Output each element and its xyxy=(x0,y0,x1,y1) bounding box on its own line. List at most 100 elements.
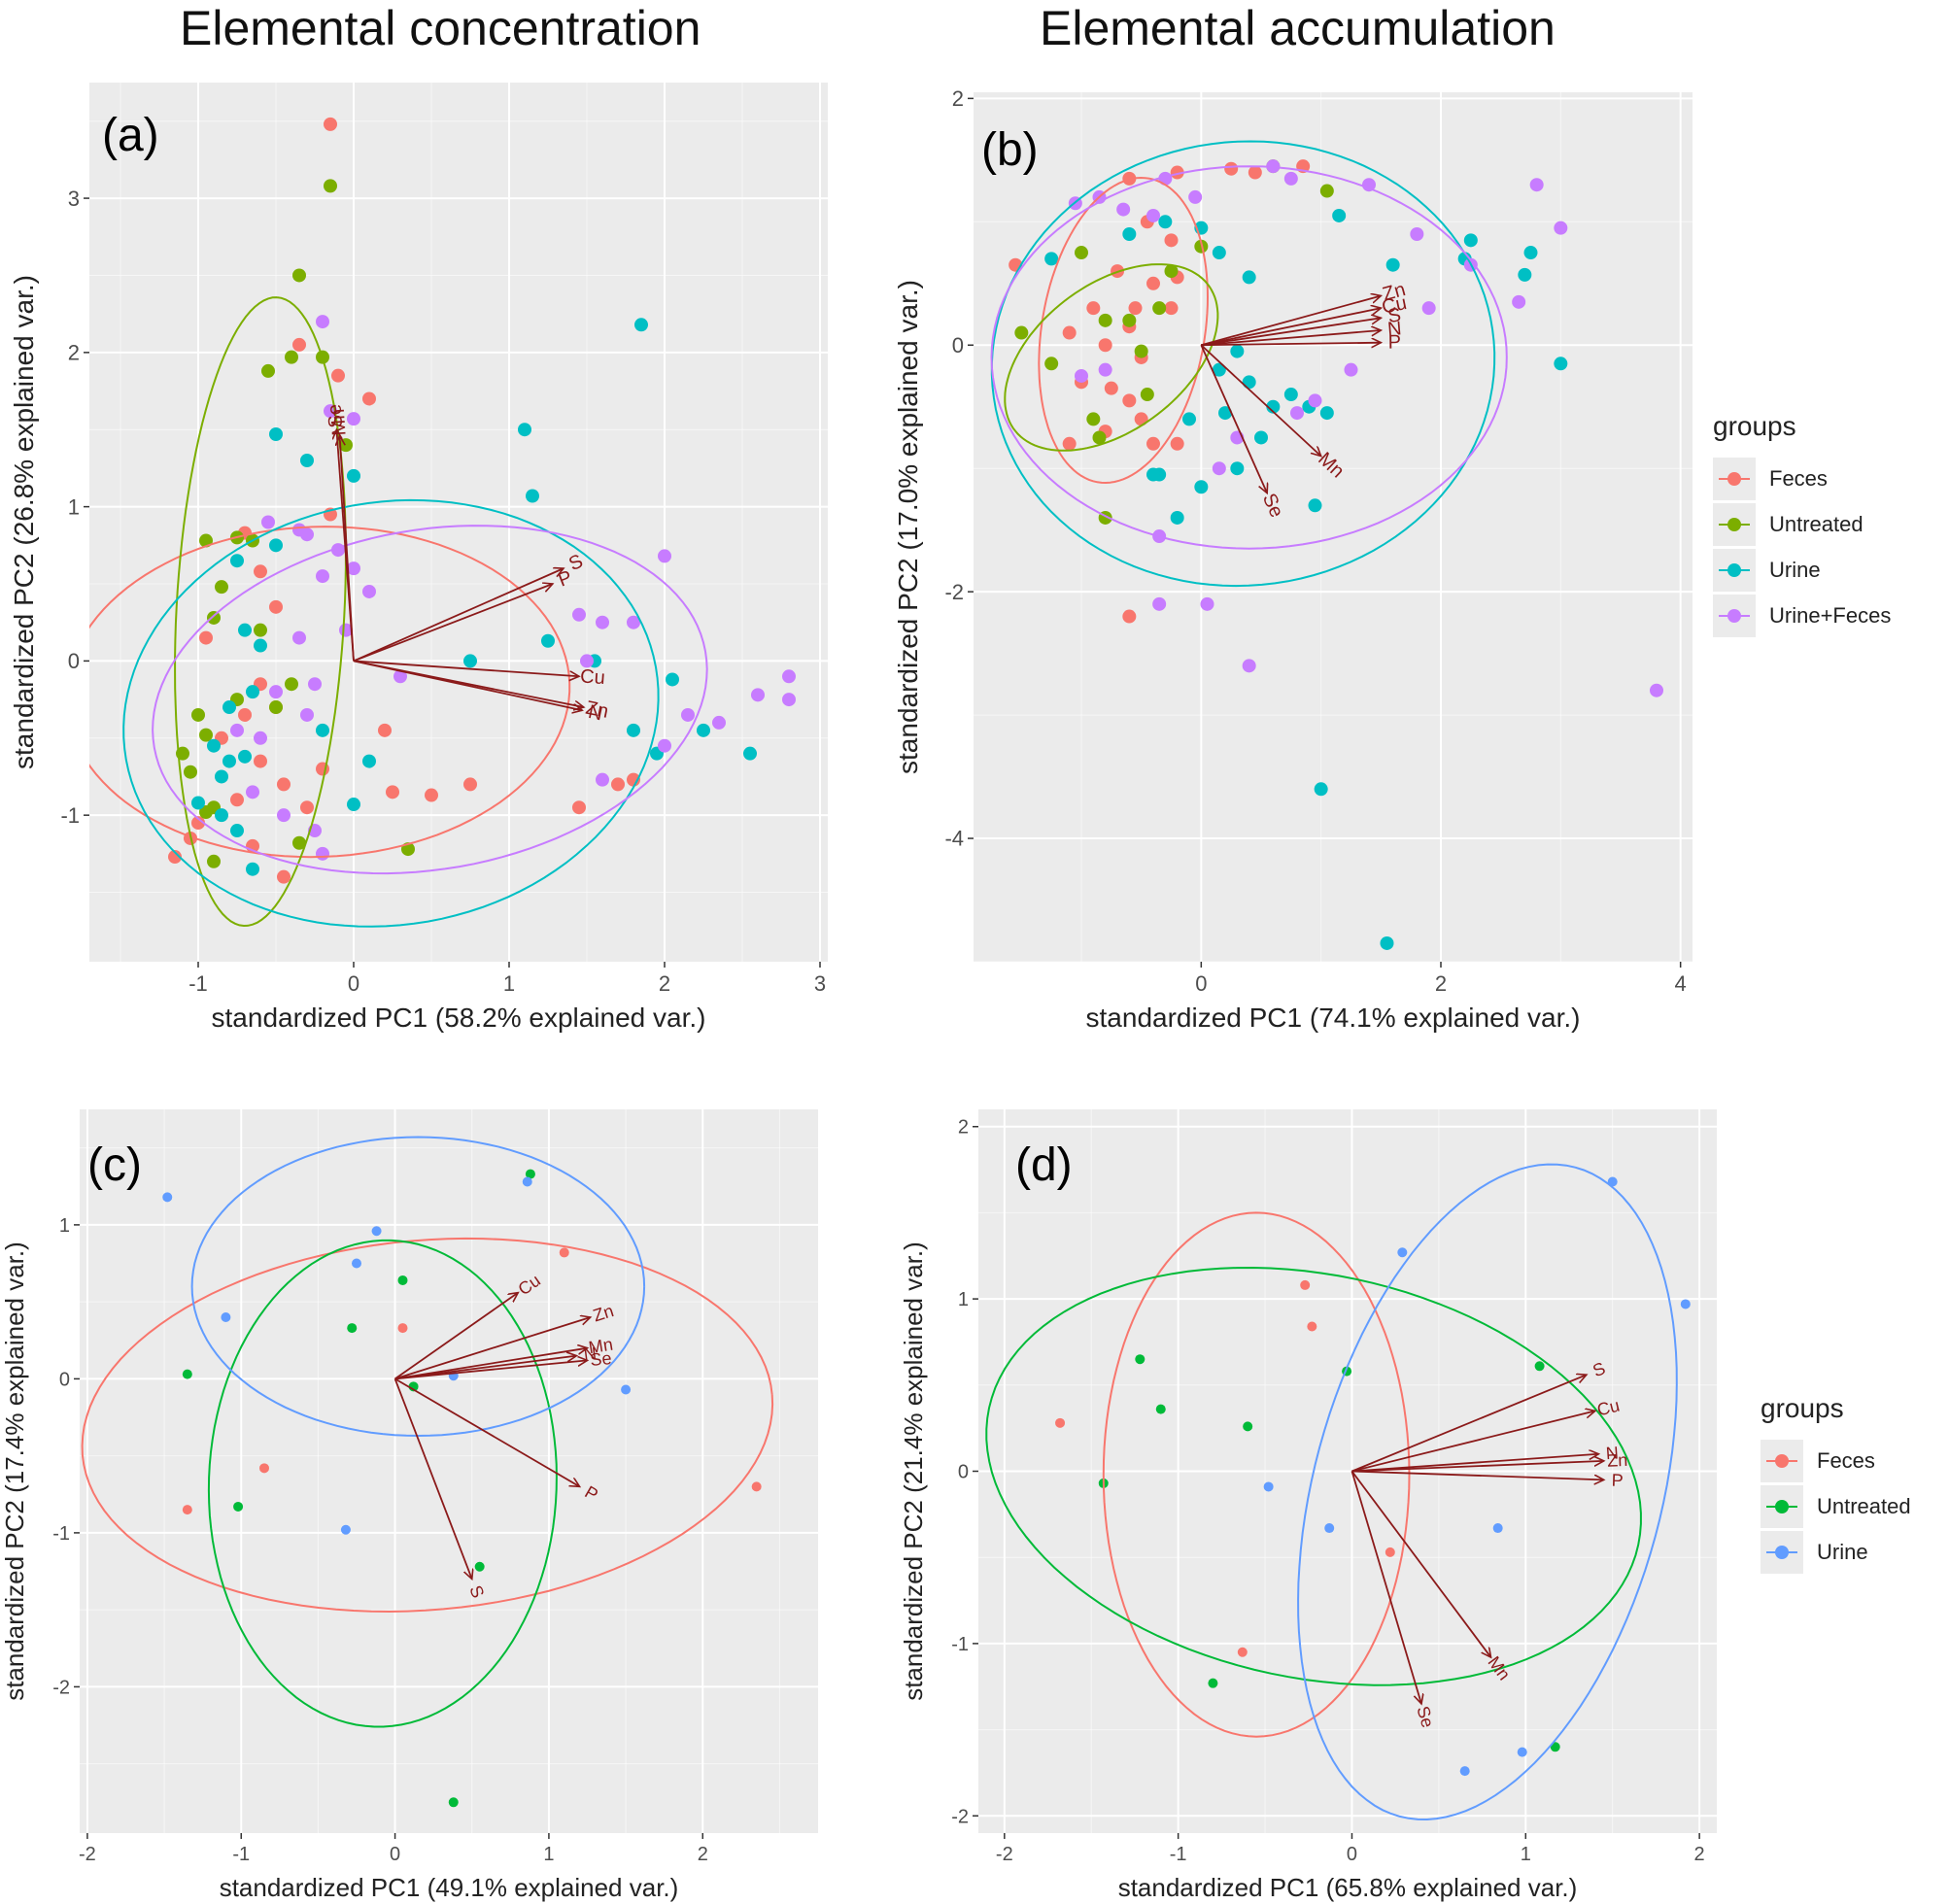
data-point xyxy=(1218,406,1232,421)
data-point xyxy=(1554,221,1568,235)
data-point xyxy=(1098,362,1112,377)
data-point xyxy=(1200,596,1214,611)
data-point xyxy=(238,707,252,722)
data-point xyxy=(1283,388,1298,402)
legend-dot xyxy=(1775,1545,1789,1559)
data-point xyxy=(1283,171,1298,186)
legend-dot xyxy=(1727,471,1741,486)
data-point xyxy=(1314,782,1328,797)
y-axis-label: standardized PC2 (26.8% explained var.) xyxy=(9,275,39,769)
data-point xyxy=(627,615,640,629)
data-point xyxy=(1170,165,1184,180)
data-point xyxy=(1104,381,1118,395)
data-point xyxy=(1385,1547,1395,1557)
x-tick-label: -2 xyxy=(79,1844,96,1865)
ellipse-feces xyxy=(89,526,571,859)
y-tick-label: 1 xyxy=(68,494,80,519)
data-point xyxy=(230,793,244,807)
data-point xyxy=(1266,399,1281,414)
y-tick-label: 3 xyxy=(68,187,80,211)
loading-arrow xyxy=(1351,1454,1598,1473)
legend-dot xyxy=(1727,608,1741,623)
data-point xyxy=(316,569,329,584)
data-point xyxy=(463,777,477,792)
legend-dot xyxy=(1727,517,1741,531)
data-point xyxy=(1128,301,1143,316)
x-tick-label: 2 xyxy=(1694,1844,1705,1865)
data-point xyxy=(596,772,609,787)
data-point xyxy=(1308,393,1322,408)
data-point xyxy=(331,368,345,383)
y-tick-label: -1 xyxy=(60,803,80,828)
data-point xyxy=(1075,368,1088,383)
data-point xyxy=(559,1247,569,1258)
data-point xyxy=(1146,467,1160,482)
loading-arrow xyxy=(1351,1470,1603,1480)
y-tick-label: 0 xyxy=(952,333,964,357)
loading-arrow xyxy=(393,1378,472,1579)
data-point xyxy=(184,765,197,779)
data-point xyxy=(1116,202,1131,217)
data-point xyxy=(697,723,710,737)
loading-arrow xyxy=(1201,343,1381,346)
data-point xyxy=(254,754,267,768)
data-point xyxy=(1263,1481,1274,1492)
data-point xyxy=(238,749,252,764)
ellipse-untreated xyxy=(1004,263,1219,452)
data-point xyxy=(1170,436,1184,451)
y-tick-label: 0 xyxy=(958,1462,969,1483)
data-point xyxy=(1421,301,1436,316)
legend-item-urine: Urine xyxy=(1761,1529,1911,1575)
y-tick-label: -4 xyxy=(944,827,964,851)
minor-gridlines xyxy=(80,1109,818,1833)
plot-background xyxy=(974,92,1693,962)
data-point xyxy=(1086,301,1101,316)
legend-item-urine-feces: Urine+Feces xyxy=(1713,593,1891,638)
loading-arrow xyxy=(1351,1470,1490,1658)
data-point xyxy=(666,672,679,687)
legend-label: Untreated xyxy=(1817,1493,1911,1518)
loading-arrow xyxy=(394,1356,577,1380)
loading-arrow xyxy=(394,1317,591,1380)
data-point xyxy=(1308,498,1322,513)
data-point xyxy=(634,318,648,332)
x-tick-label: 0 xyxy=(390,1844,400,1865)
legend-key xyxy=(1713,457,1756,500)
data-point xyxy=(362,391,376,406)
x-axis-label: standardized PC1 (49.1% explained var.) xyxy=(220,1873,679,1902)
x-tick-label: 1 xyxy=(503,971,515,996)
data-point xyxy=(316,723,329,737)
loading-arrow xyxy=(1201,295,1381,347)
loading-arrow xyxy=(353,584,553,663)
data-point xyxy=(168,850,182,865)
data-point xyxy=(371,1226,382,1237)
data-point xyxy=(1055,1417,1066,1428)
loading-arrow xyxy=(353,568,564,663)
data-point xyxy=(191,816,205,831)
data-point xyxy=(611,777,625,792)
data-point xyxy=(221,1311,231,1322)
loading-label: N xyxy=(1386,318,1402,340)
data-point xyxy=(347,1323,358,1334)
data-point xyxy=(254,638,267,653)
loading-arrow xyxy=(353,660,579,676)
legend-label: Untreated xyxy=(1769,511,1864,536)
data-point xyxy=(1324,1523,1335,1534)
data-point xyxy=(658,549,671,563)
data-point xyxy=(215,808,228,823)
series-urine xyxy=(1044,208,1568,950)
data-point xyxy=(199,630,213,645)
data-point xyxy=(269,700,283,715)
loading-arrow xyxy=(394,1377,580,1486)
data-point xyxy=(1212,461,1226,476)
x-tick-label: 2 xyxy=(698,1844,708,1865)
data-point xyxy=(292,630,306,645)
data-point xyxy=(191,796,205,810)
data-point xyxy=(1098,313,1112,327)
data-point xyxy=(1397,1247,1408,1258)
series-urine-feces xyxy=(1068,159,1663,697)
data-point xyxy=(207,738,221,753)
data-point xyxy=(292,268,306,283)
data-point xyxy=(1164,301,1179,316)
loading-arrow xyxy=(353,660,582,710)
